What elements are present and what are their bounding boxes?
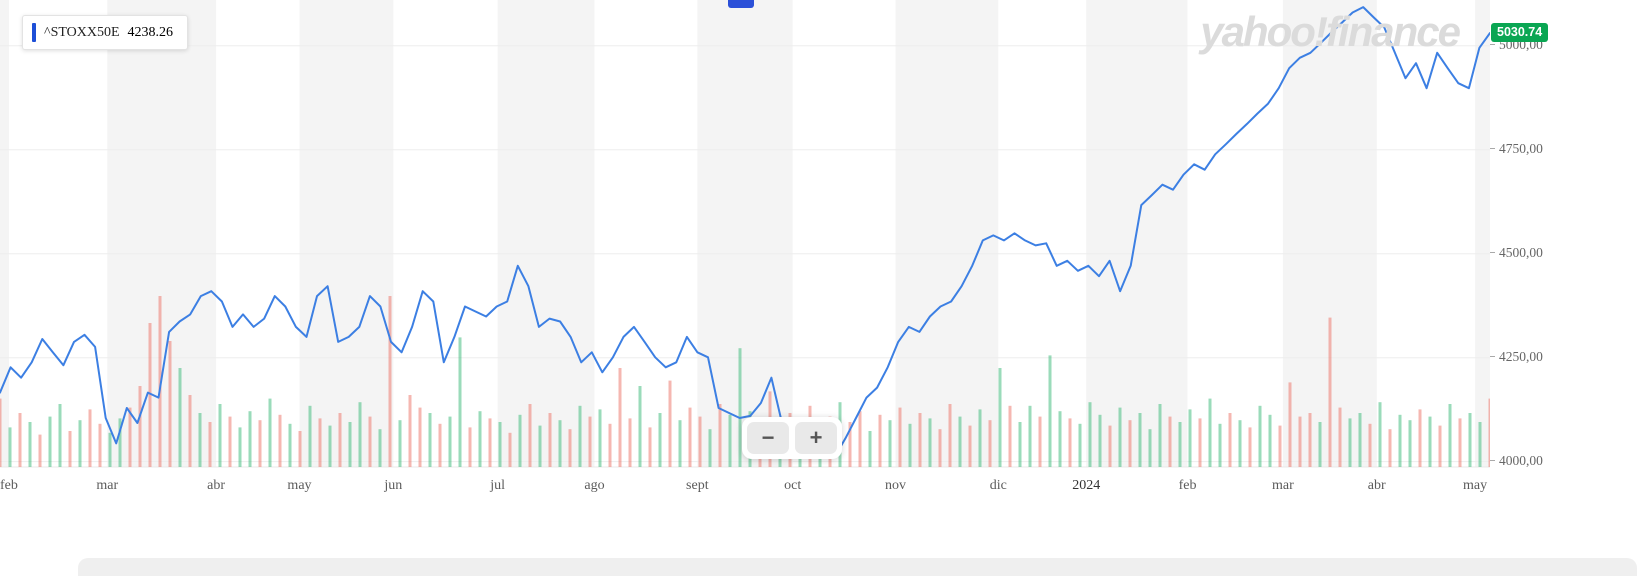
x-axis-label: jul (490, 478, 506, 493)
x-axis-label: abr (207, 478, 225, 493)
zoom-out-button[interactable]: − (747, 422, 789, 454)
x-axis-label: jun (384, 478, 403, 493)
price-chart[interactable] (0, 0, 1490, 470)
x-axis-label: nov (884, 478, 906, 493)
x-axis-label: sept (686, 478, 709, 493)
y-axis-tick: 4250,00 (1490, 349, 1543, 365)
y-axis-tick: 4500,00 (1490, 245, 1543, 261)
x-axis-label: abr (1367, 478, 1386, 493)
legend-symbol: ^STOXX50E (44, 24, 120, 40)
x-axis-label: ago (584, 478, 605, 493)
x-axis: feb mar abr may jun jul ago sept oct nov dic 2024 fe… (0, 478, 1490, 498)
price-line (0, 6, 1490, 458)
x-axis-label: may (1463, 478, 1488, 493)
current-price-badge: 5030.74 (1491, 22, 1549, 42)
month-stripes (0, 0, 1490, 467)
x-axis-label: may (287, 478, 312, 493)
x-axis-label: 2024 (1072, 478, 1101, 493)
next-card-top-edge (78, 558, 1637, 576)
scrollbar-thumb[interactable] (728, 0, 754, 8)
legend-box[interactable]: ^STOXX50E 4238.26 (22, 15, 189, 50)
x-axis-label: feb (1178, 478, 1197, 493)
y-axis: 5000,00 4750,00 4500,00 4250,00 4000,00 (1490, 0, 1580, 470)
legend-value: 4238.26 (127, 24, 174, 40)
gridlines (0, 45, 1490, 468)
yahoo-finance-watermark: yahoo!finance (1200, 8, 1461, 55)
series-color-indicator-icon (32, 23, 36, 42)
x-axis-label: dic (989, 478, 1007, 493)
x-axis-label: oct (784, 478, 802, 493)
zoom-in-button[interactable]: + (795, 422, 837, 454)
y-axis-tick: 4000,00 (1490, 453, 1543, 469)
zoom-controls: − + (742, 417, 842, 459)
plot-area (0, 0, 1490, 470)
x-axis-label: mar (96, 478, 119, 493)
x-axis-label: mar (1271, 478, 1294, 493)
y-axis-tick: 4750,00 (1490, 141, 1543, 157)
x-axis-label: feb (0, 478, 18, 493)
